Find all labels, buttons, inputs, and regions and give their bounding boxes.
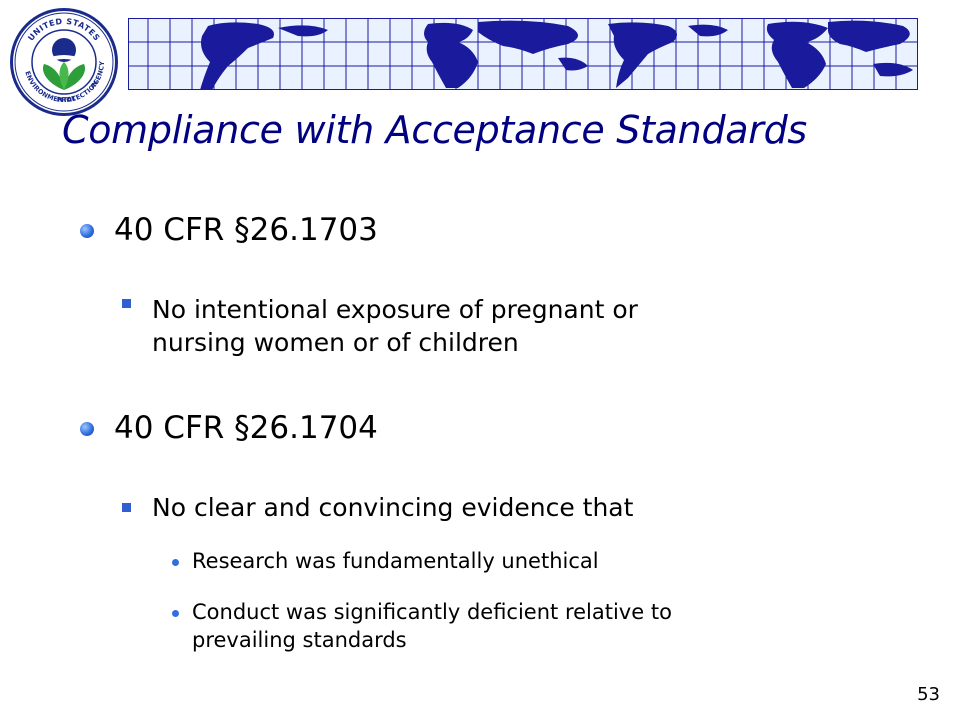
square-bullet-icon	[122, 503, 131, 512]
small-dot-bullet-icon	[172, 610, 179, 617]
slide-title: Compliance with Acceptance Standards	[62, 108, 807, 152]
square-bullet-icon	[122, 299, 131, 308]
sub-bullet-line: nursing women or of children	[152, 328, 519, 357]
world-map-banner	[128, 18, 918, 90]
bullet-text: 40 CFR §26.1703	[114, 212, 378, 248]
sub-sub-bullet-line: prevailing standards	[192, 628, 407, 652]
bullet-dot-icon	[80, 224, 94, 238]
sub-bullet-line: No clear and convincing evidence that	[152, 493, 634, 522]
page-number: 53	[917, 684, 940, 705]
epa-seal-icon: UNITED STATES ENVIRONMENTAL PROTECTION A…	[10, 8, 118, 116]
bullet-dot-icon	[80, 422, 94, 436]
sub-sub-bullet-line: Research was fundamentally unethical	[192, 549, 599, 573]
small-dot-bullet-icon	[172, 559, 179, 566]
bullet-text: 40 CFR §26.1704	[114, 410, 378, 446]
sub-bullet-line: No intentional exposure of pregnant or	[152, 295, 638, 324]
sub-sub-bullet-line: Conduct was significantly deficient rela…	[192, 600, 672, 624]
